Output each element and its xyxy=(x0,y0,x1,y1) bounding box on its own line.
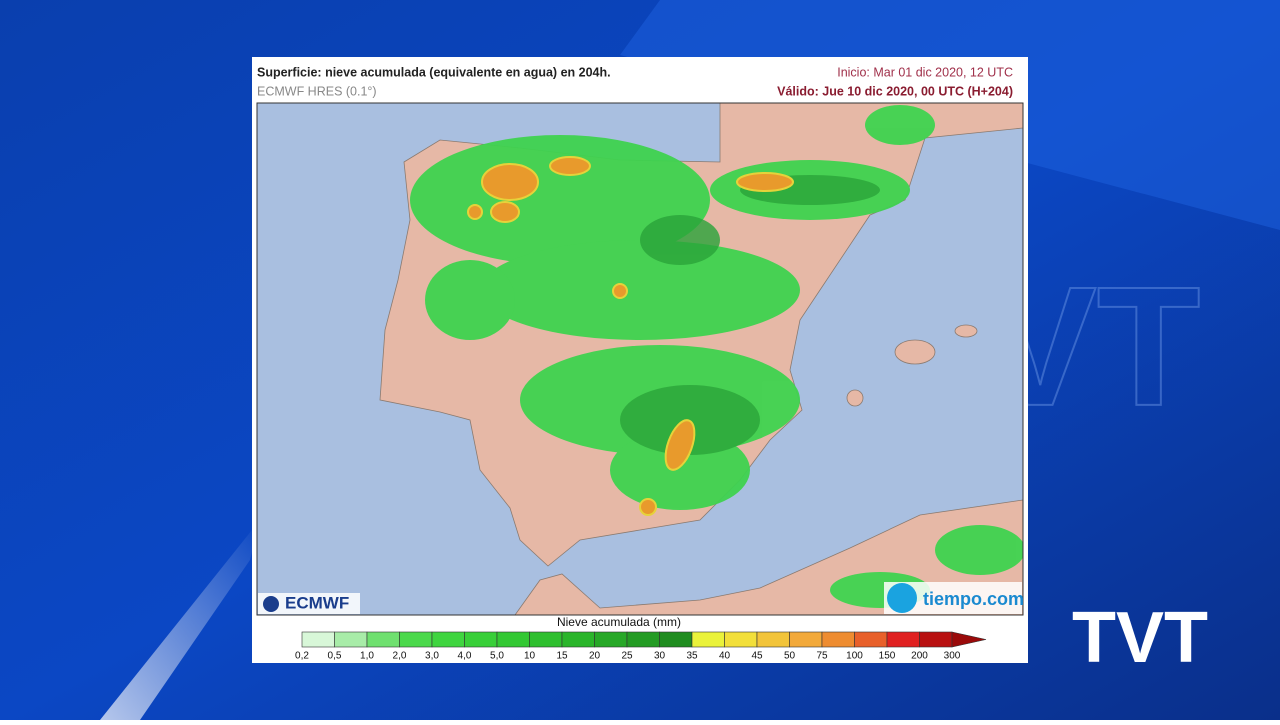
ibiza xyxy=(846,389,864,407)
colorbar-cell xyxy=(821,631,855,648)
snow-peak xyxy=(549,156,591,176)
light-beam xyxy=(100,520,260,720)
start-time: Inicio: Mar 01 dic 2020, 12 UTC xyxy=(837,65,1013,79)
colorbar-cell xyxy=(886,631,920,648)
colorbar-label: 75 xyxy=(816,651,828,662)
ecmwf-icon xyxy=(263,596,279,612)
colorbar-cell xyxy=(529,631,563,648)
tiempo-icon xyxy=(887,583,917,613)
valid-time: Válido: Jue 10 dic 2020, 00 UTC (H+204) xyxy=(777,84,1013,98)
colorbar-label: 0,2 xyxy=(295,651,309,662)
colorbar-label: 30 xyxy=(654,651,666,662)
colorbar-label: 1,0 xyxy=(360,651,374,662)
snow-peaks xyxy=(467,156,794,516)
colorbar-cell xyxy=(399,631,433,648)
snow-area xyxy=(640,215,720,265)
colorbar-label: 300 xyxy=(944,651,961,662)
map-title: Superficie: nieve acumulada (equivalente… xyxy=(257,65,611,79)
colorbar-cell xyxy=(464,631,498,648)
map xyxy=(257,103,1023,615)
colorbar-cell xyxy=(659,631,693,648)
colorbar-label: 50 xyxy=(784,651,796,662)
colorbar-cell xyxy=(334,631,368,648)
colorbar-cell xyxy=(626,631,660,648)
snow-area xyxy=(865,105,935,145)
colorbar-cell xyxy=(366,631,400,648)
colorbar-cell xyxy=(919,631,953,648)
ecmwf-logo: ECMWF xyxy=(285,593,349,612)
colorbar-cell xyxy=(691,631,725,648)
snow-area xyxy=(480,240,800,340)
colorbar-label: 100 xyxy=(846,651,863,662)
colorbar-label: 200 xyxy=(911,651,928,662)
snow-peak xyxy=(481,163,539,201)
snow-peak xyxy=(664,419,696,471)
colorbar-cell xyxy=(496,631,530,648)
snow-area xyxy=(410,135,710,265)
colorbar-arrow xyxy=(951,631,987,648)
snow-peak xyxy=(490,201,520,223)
snow-peak xyxy=(467,204,483,220)
channel-logo: TVT xyxy=(1072,598,1208,678)
colorbar-label: 10 xyxy=(524,651,536,662)
colorbar-label: 45 xyxy=(751,651,763,662)
snow-area xyxy=(935,525,1023,575)
colorbar-cell xyxy=(789,631,823,648)
colorbar-label: 40 xyxy=(719,651,731,662)
colorbar-label: 150 xyxy=(879,651,896,662)
mallorca xyxy=(894,339,936,365)
colorbar-label: 15 xyxy=(556,651,568,662)
colorbar-label: 3,0 xyxy=(425,651,439,662)
colorbar-label: 35 xyxy=(686,651,698,662)
colorbar-label: 20 xyxy=(589,651,601,662)
colorbar-label: 4,0 xyxy=(458,651,472,662)
colorbar-cell xyxy=(431,631,465,648)
colorbar-label: 0,5 xyxy=(328,651,342,662)
colorbar-cell xyxy=(756,631,790,648)
colorbar: 0,2 0,5 1,0 2,0 3,0 4,0 5,0 10 15 20 25 30 35 40 45 50 7… xyxy=(295,631,987,662)
snow-area xyxy=(425,260,515,340)
colorbar-cell xyxy=(301,631,335,648)
colorbar-cell xyxy=(854,631,888,648)
snow-peak xyxy=(612,283,628,299)
colorbar-label: 25 xyxy=(621,651,633,662)
colorbar-cell xyxy=(594,631,628,648)
snow-peak xyxy=(639,498,657,516)
colorbar-label: 5,0 xyxy=(490,651,504,662)
map-frame xyxy=(256,102,1024,616)
colorbar-cell xyxy=(561,631,595,648)
colorbar-label: 2,0 xyxy=(393,651,407,662)
tiempo-logo: tiempo.com xyxy=(923,589,1024,609)
ecmwf-badge xyxy=(258,593,360,614)
colorbar-cell xyxy=(724,631,758,648)
legend-title: Nieve acumulada (mm) xyxy=(557,615,681,629)
snow-peak xyxy=(736,172,794,192)
menorca xyxy=(954,324,978,338)
model-label: ECMWF HRES (0.1°) xyxy=(257,84,377,98)
